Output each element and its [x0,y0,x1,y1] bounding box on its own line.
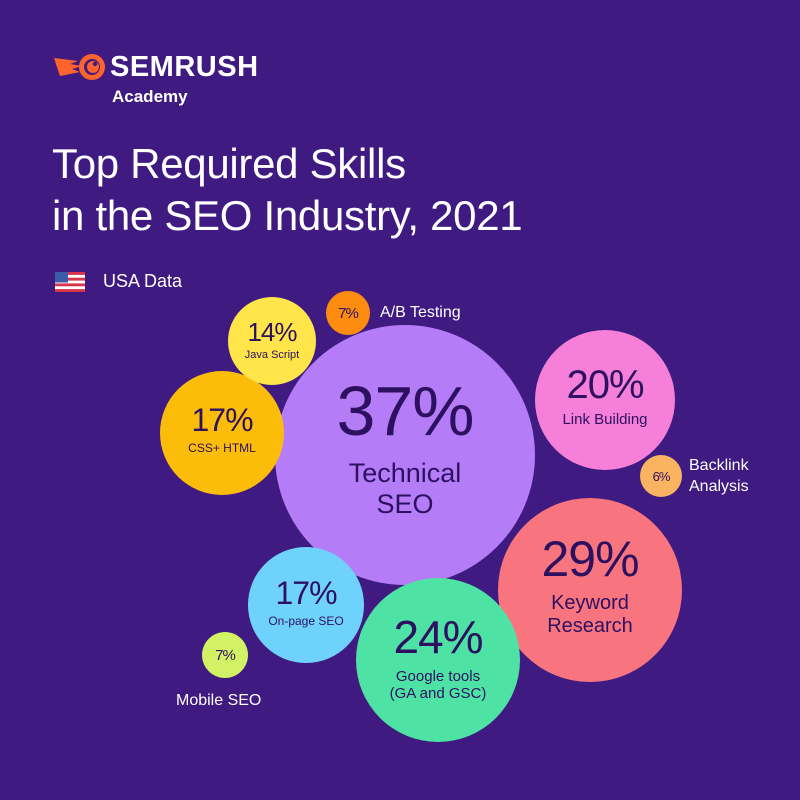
bubble-keyword-research: 29% Keyword Research [498,498,682,682]
bubble-value: 14% [247,316,297,347]
brand-name: SEMRUSH [110,51,259,83]
bubble-label: On-page SEO [268,614,344,629]
bubble-label: Link Building [562,411,648,429]
bubble-label: Keyword Research [547,592,633,638]
title-line-1: Top Required Skills [52,140,406,187]
bubble-link-building: 20% Link Building [535,330,675,470]
usa-flag-icon [55,271,85,292]
bubble-value: 7% [215,646,236,664]
label-line: Keyword [551,592,629,614]
bubble-label: Java Script [244,348,300,361]
label-line: Research [547,615,633,637]
bubble-css-html: 17% CSS+ HTML [160,371,284,495]
brand-sub: Academy [112,87,188,106]
title-line-2: in the SEO Industry, 2021 [52,192,523,239]
bubble-value: 24% [393,610,483,663]
label-line: Google tools [395,667,481,685]
bubble-label: CSS+ HTML [188,441,256,456]
label-line: Analysis [689,478,749,495]
bubble-value: 37% [336,371,474,450]
bubble-ab-testing: 7% [326,291,370,335]
semrush-logo: SEMRUSH [52,52,259,82]
bubble-value: 29% [541,531,639,587]
mobile-seo-label: Mobile SEO [176,692,262,709]
bubble-mobile-seo: 7% [202,632,248,678]
ab-testing-label: A/B Testing [380,304,461,321]
label-line: SEO [376,489,434,519]
bubble-backlink-analysis: 6% [640,455,682,497]
bubble-java-script: 14% Java Script [228,297,316,385]
label-line: (GA and GSC) [389,685,487,702]
data-source-legend: USA Data [55,271,182,292]
bubble-google-tools: 24% Google tools (GA and GSC) [356,578,520,742]
chart-title: Top Required Skills in the SEO Industry,… [52,138,523,242]
bubble-technical-seo: 37% Technical SEO [275,325,535,585]
bubble-value: 17% [275,575,337,612]
bubble-value: 20% [566,363,644,408]
label-line: Backlink [689,457,749,474]
bubble-label: Technical SEO [349,458,462,520]
label-line: Technical [348,457,462,488]
bubble-on-page-seo: 17% On-page SEO [248,547,364,663]
legend-label: USA Data [103,271,183,291]
bubble-label: Google tools (GA and GSC) [390,668,487,703]
bubble-value: 17% [191,402,253,439]
semrush-fireball-icon [54,54,105,80]
bubble-value: 7% [338,304,359,322]
backlink-analysis-label: Backlink Analysis [689,455,749,497]
bubble-value: 6% [652,468,671,484]
